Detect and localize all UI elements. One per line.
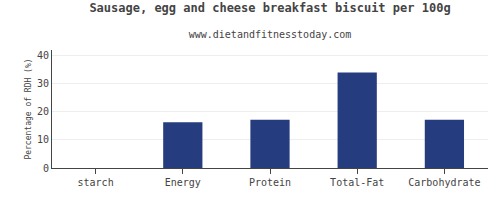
svg-text:30: 30 — [37, 78, 49, 89]
svg-text:Percentage of RDH (%): Percentage of RDH (%) — [24, 58, 33, 159]
svg-text:Protein: Protein — [249, 177, 291, 188]
svg-text:0: 0 — [43, 163, 49, 174]
svg-text:Carbohydrate: Carbohydrate — [408, 177, 480, 188]
svg-text:Sausage, egg and cheese breakf: Sausage, egg and cheese breakfast biscui… — [89, 1, 450, 15]
svg-text:starch: starch — [78, 177, 114, 188]
svg-text:40: 40 — [37, 50, 49, 61]
svg-text:10: 10 — [37, 134, 49, 145]
svg-text:20: 20 — [37, 106, 49, 117]
svg-text:Energy: Energy — [165, 177, 201, 188]
svg-text:Total-Fat: Total-Fat — [330, 177, 384, 188]
svg-text:www.dietandfitnesstoday.com: www.dietandfitnesstoday.com — [189, 29, 352, 40]
